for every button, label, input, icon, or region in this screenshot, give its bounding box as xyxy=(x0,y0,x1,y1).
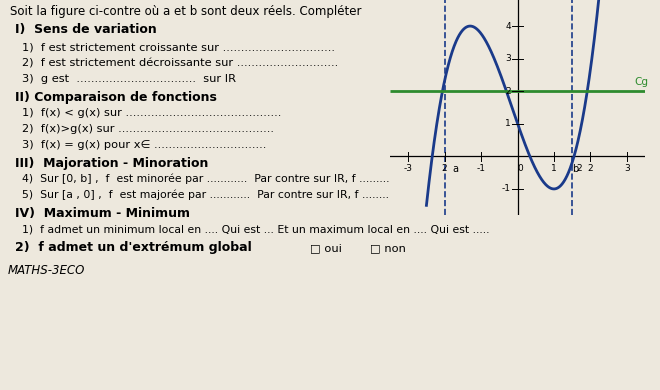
Text: a: a xyxy=(453,163,459,174)
Text: 2)  f admet un d'extrémum global: 2) f admet un d'extrémum global xyxy=(15,241,251,255)
Text: -3: -3 xyxy=(404,163,412,172)
Text: 2: 2 xyxy=(587,163,593,172)
Text: 4: 4 xyxy=(506,21,511,30)
Text: □ oui: □ oui xyxy=(310,243,342,253)
Text: 3: 3 xyxy=(624,163,630,172)
Text: 2)  f(x)>g(x) sur ...........................................: 2) f(x)>g(x) sur .......................… xyxy=(22,124,274,134)
Text: 1: 1 xyxy=(551,163,557,172)
Text: II) Comparaison de fonctions: II) Comparaison de fonctions xyxy=(15,90,217,103)
Text: I)  Sens de variation: I) Sens de variation xyxy=(15,23,157,37)
Text: 2: 2 xyxy=(577,163,582,172)
Text: 2: 2 xyxy=(442,163,447,172)
Text: IV)  Maximum - Minimum: IV) Maximum - Minimum xyxy=(15,206,190,220)
Text: 4)  Sur [0, b] ,  f  est minorée par ............  Par contre sur IR, f ........: 4) Sur [0, b] , f est minorée par ......… xyxy=(22,174,480,184)
Text: 1: 1 xyxy=(505,119,511,128)
Text: 2)  f est strictement décroissante sur ............................: 2) f est strictement décroissante sur ..… xyxy=(22,58,338,68)
Text: -1: -1 xyxy=(477,163,486,172)
Text: Cg: Cg xyxy=(634,77,648,87)
Text: 1)  f est strictement croissante sur ...............................: 1) f est strictement croissante sur ....… xyxy=(22,42,335,52)
Text: MATHS-3ECO: MATHS-3ECO xyxy=(8,264,85,277)
Text: 3: 3 xyxy=(505,54,511,63)
Text: -1: -1 xyxy=(502,184,511,193)
Text: b: b xyxy=(572,163,578,174)
Text: 3)  f(x) = g(x) pour x∈ ...............................: 3) f(x) = g(x) pour x∈ .................… xyxy=(22,140,267,150)
Text: 2: 2 xyxy=(506,87,511,96)
Text: 3)  g est  .................................  sur IR: 3) g est ...............................… xyxy=(22,74,236,84)
Text: III)  Majoration - Minoration: III) Majoration - Minoration xyxy=(15,156,209,170)
Text: 1)  f admet un minimum local en .... Qui est ... Et un maximum local en .... Qui: 1) f admet un minimum local en .... Qui … xyxy=(22,224,490,234)
Text: 0: 0 xyxy=(517,163,523,172)
Text: 5)  Sur [a , 0] ,  f  est majorée par ............  Par contre sur IR, f .......: 5) Sur [a , 0] , f est majorée par .....… xyxy=(22,190,484,200)
Text: □ non: □ non xyxy=(370,243,406,253)
Text: Soit la figure ci-contre où a et b sont deux réels. Compléter: Soit la figure ci-contre où a et b sont … xyxy=(10,5,362,18)
Text: 1)  f(x) < g(x) sur ...........................................: 1) f(x) < g(x) sur .....................… xyxy=(22,108,281,118)
